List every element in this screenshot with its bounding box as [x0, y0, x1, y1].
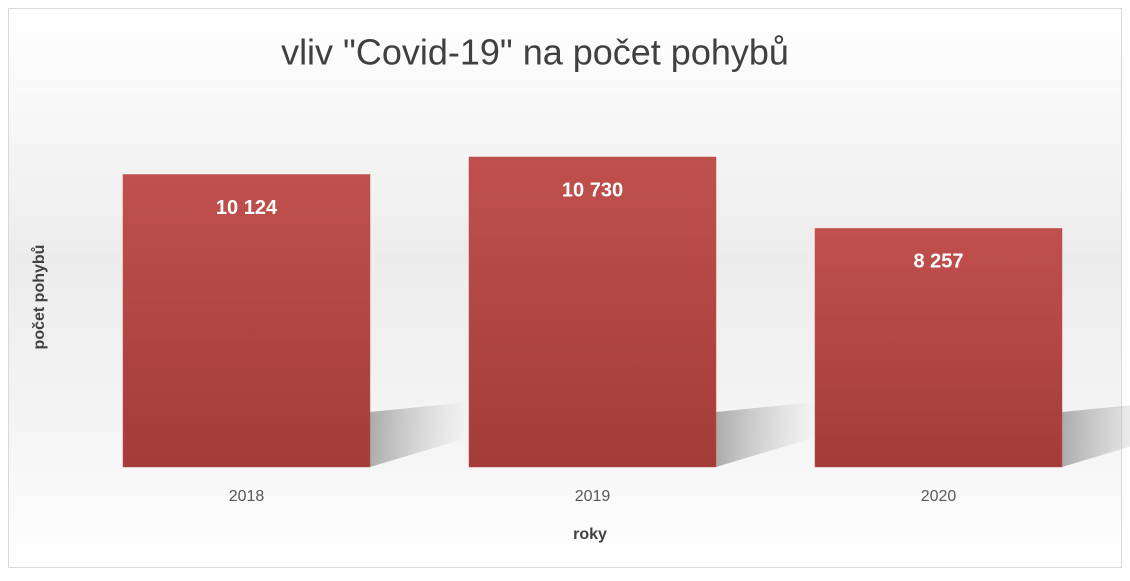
bar-shadow: [370, 402, 470, 467]
bar-shadow: [716, 402, 816, 467]
bar: [814, 228, 1063, 468]
x-axis-label: roky: [573, 526, 607, 543]
data-label: 10 730: [562, 179, 623, 201]
x-tick-label: 2019: [575, 488, 611, 505]
chart-title: vliv "Covid-19" na počet pohybů: [281, 32, 789, 73]
bar-shadow: [1062, 405, 1130, 467]
x-tick-label: 2018: [229, 488, 265, 505]
x-tick-label: 2020: [921, 488, 957, 505]
data-label: 10 124: [216, 197, 278, 219]
y-axis-label: počet pohybů: [31, 245, 48, 350]
data-label: 8 257: [913, 251, 963, 273]
bar: [122, 174, 371, 468]
bar: [468, 156, 717, 468]
